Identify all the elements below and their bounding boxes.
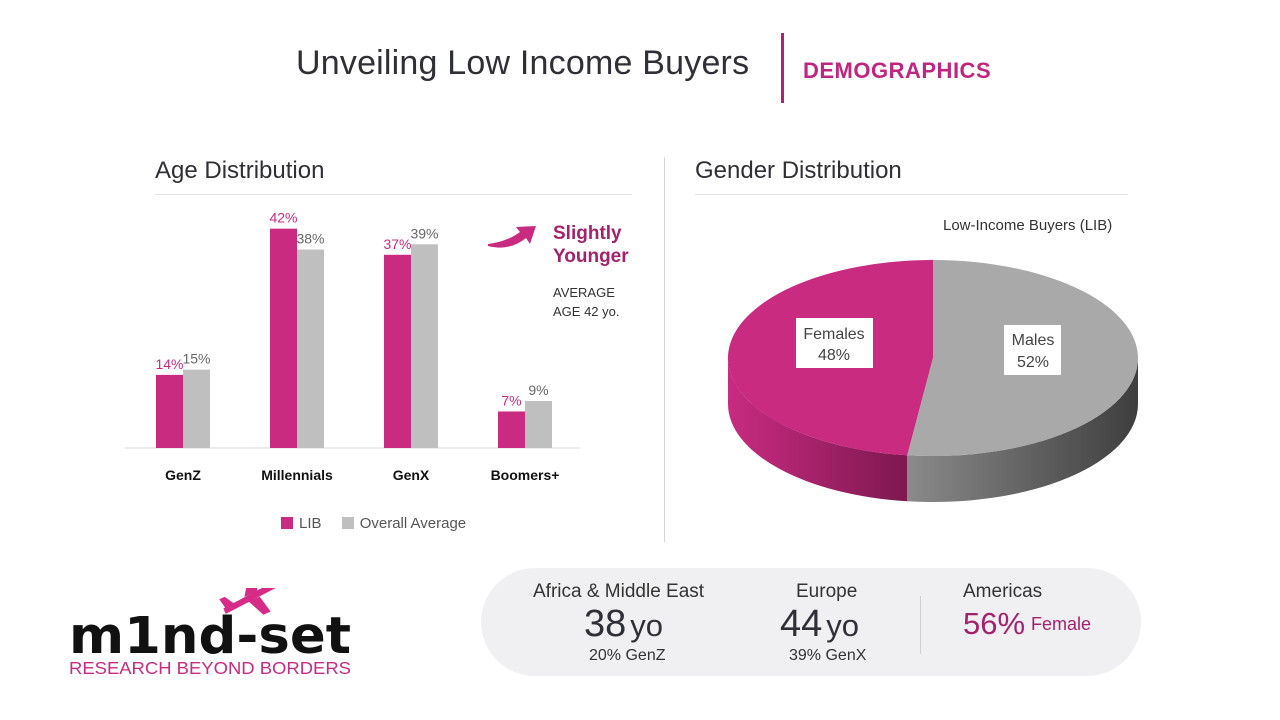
region-age-europe: 44 yo bbox=[780, 603, 859, 646]
age-chart-legend: LIB Overall Average bbox=[281, 515, 466, 532]
legend-label-overall: Overall Average bbox=[359, 515, 467, 532]
category-label-genx: GenX bbox=[393, 467, 430, 483]
region-stat-americas: 56% Female bbox=[963, 606, 1091, 642]
pie-chart-title: Low-Income Buyers (LIB) bbox=[943, 217, 1113, 234]
bar-overall-genz bbox=[183, 369, 210, 448]
pie-label-females-value: 48% bbox=[818, 347, 850, 364]
region-age-unit: yo bbox=[826, 608, 860, 643]
region-female-value: 56% bbox=[963, 606, 1026, 641]
region-age-value: 38 bbox=[584, 603, 627, 645]
younger-note: Slightly Younger bbox=[553, 222, 629, 268]
logo-wordmark: m1nd-set bbox=[69, 607, 351, 666]
page-title: Unveiling Low Income Buyers bbox=[296, 44, 750, 82]
pie-label-box-males bbox=[1004, 325, 1061, 375]
page-subtitle: DEMOGRAPHICS bbox=[803, 58, 992, 83]
age-section-rule bbox=[155, 194, 632, 195]
region-sub-africa-me: 20% GenZ bbox=[589, 647, 666, 664]
age-section-title: Age Distribution bbox=[155, 157, 325, 184]
average-age-line1: AVERAGE bbox=[553, 285, 615, 300]
region-age-africa-me: 38 yo bbox=[584, 603, 663, 646]
bar-lib-boomers bbox=[498, 411, 525, 448]
age-bar-chart: 14%15% GenZ 42% 38% Millennials 37%39% GenX 7% 9… bbox=[125, 210, 580, 483]
legend-item-lib: LIB bbox=[281, 515, 322, 532]
bar-overall-genx bbox=[411, 244, 438, 448]
pie-label-males-name: Males bbox=[1012, 332, 1055, 349]
category-label-millennials: Millennials bbox=[261, 467, 333, 483]
bar-value-label: 37% bbox=[383, 236, 411, 252]
mindset-logo: m1nd-set RESEARCH BEYOND BORDERS bbox=[69, 588, 351, 678]
category-label-boomers: Boomers+ bbox=[491, 467, 560, 483]
region-name-americas: Americas bbox=[963, 581, 1043, 602]
region-age-value: 44 bbox=[780, 603, 823, 645]
bar-value-label: 9% bbox=[528, 382, 548, 398]
legend-label-lib: LIB bbox=[299, 515, 322, 532]
trend-arrow-icon bbox=[488, 226, 536, 248]
pie-label-males-value: 52% bbox=[1017, 354, 1049, 371]
logo-tagline: RESEARCH BEYOND BORDERS bbox=[69, 658, 351, 678]
bar-overall-boomers bbox=[525, 401, 552, 448]
bar-value-label: 14% bbox=[155, 356, 183, 372]
average-age-note: AVERAGE AGE 42 yo. bbox=[553, 283, 619, 321]
bar-value-label: 15% bbox=[182, 351, 210, 367]
bar-value-label: 39% bbox=[410, 225, 438, 241]
bar-lib-genx bbox=[384, 254, 411, 448]
region-name-africa-me: Africa & Middle East bbox=[533, 581, 705, 602]
gender-section-title: Gender Distribution bbox=[695, 157, 902, 184]
age-bars-group: 14%15% GenZ 42% 38% Millennials 37%39% GenX 7% 9… bbox=[155, 210, 559, 483]
average-age-line2: AGE 42 yo. bbox=[553, 304, 620, 319]
section-divider bbox=[664, 157, 665, 542]
pie-label-females-name: Females bbox=[803, 326, 864, 343]
title-divider bbox=[781, 33, 784, 103]
regions-divider bbox=[920, 596, 921, 654]
region-name-europe: Europe bbox=[796, 581, 858, 602]
bar-value-label: 42% bbox=[269, 210, 297, 226]
pie-female-side bbox=[728, 358, 908, 502]
region-female-unit: Female bbox=[1031, 614, 1092, 634]
bar-lib-genz bbox=[156, 374, 183, 448]
legend-swatch-lib bbox=[281, 517, 293, 529]
younger-note-line1: Slightly bbox=[553, 223, 622, 244]
bar-value-label: 38% bbox=[296, 231, 324, 247]
region-sub-europe: 39% GenX bbox=[789, 647, 867, 664]
category-label-genz: GenZ bbox=[165, 467, 201, 483]
pie-label-box-females bbox=[796, 318, 873, 368]
pie-male-side bbox=[907, 358, 1138, 503]
gender-section-rule bbox=[695, 194, 1128, 195]
legend-item-overall: Overall Average bbox=[341, 515, 467, 532]
younger-note-line2: Younger bbox=[553, 246, 629, 267]
bar-value-label: 7% bbox=[501, 392, 521, 408]
gender-pie-chart: Females 48% Males 52% bbox=[727, 260, 1138, 503]
region-age-unit: yo bbox=[630, 608, 664, 643]
bar-overall-millennials bbox=[297, 249, 324, 448]
legend-swatch-overall bbox=[341, 517, 354, 529]
bar-lib-millennials bbox=[270, 228, 297, 448]
airplane-icon bbox=[219, 588, 286, 615]
regions-panel bbox=[481, 568, 1141, 676]
